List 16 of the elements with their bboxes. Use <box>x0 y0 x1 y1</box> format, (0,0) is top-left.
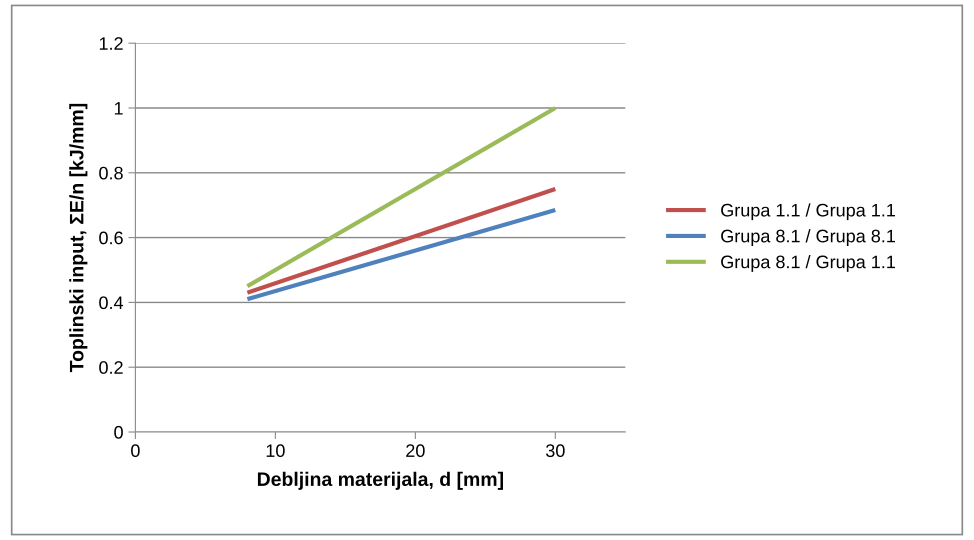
x-tick-label: 30 <box>546 444 565 458</box>
y-tick-label: 0.2 <box>99 361 123 374</box>
x-tick-label: 20 <box>406 444 425 458</box>
legend-label: Grupa 8.1 / Grupa 1.1 <box>721 255 895 272</box>
legend-label: Grupa 1.1 / Grupa 1.1 <box>721 203 895 220</box>
y-tick-label: 1 <box>114 102 123 115</box>
legend-label: Grupa 8.1 / Grupa 8.1 <box>721 229 895 246</box>
y-tick-label: 0 <box>114 426 123 439</box>
y-tick-label: 1.2 <box>100 37 123 50</box>
y-tick-label: 0.4 <box>99 296 124 310</box>
x-tick-label: 0 <box>131 444 140 458</box>
x-tick-label: 10 <box>266 444 285 458</box>
y-tick-label: 0.8 <box>99 166 123 180</box>
y-tick-label: 0.6 <box>99 232 123 244</box>
y-axis-title: Toplinski input, ΣE/n [kJ/mm] <box>69 104 88 372</box>
x-axis-title: Debljina materijala, d [mm] <box>258 472 503 490</box>
